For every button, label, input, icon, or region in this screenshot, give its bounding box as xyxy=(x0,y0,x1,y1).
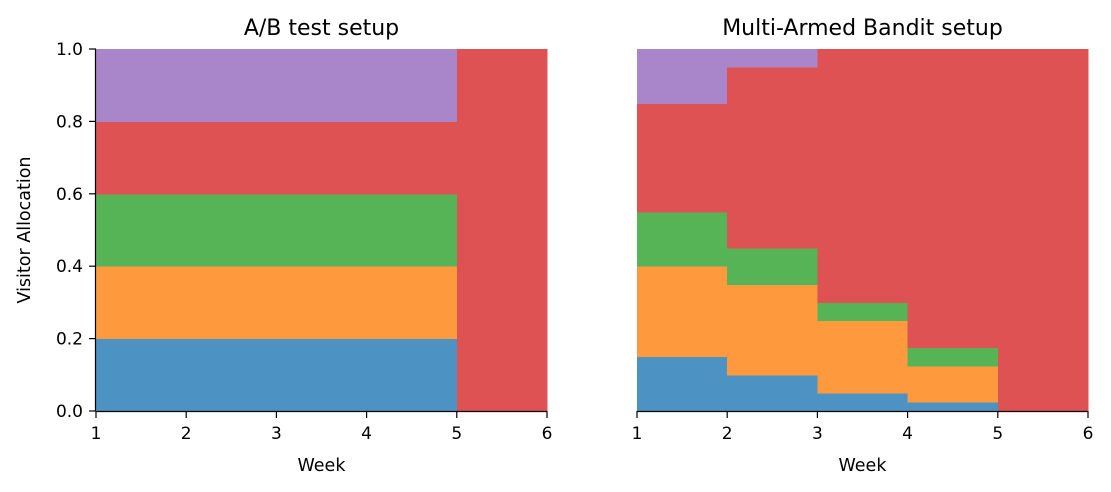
y-tick-label: 0.6 xyxy=(56,185,83,205)
y-tick-label: 0.8 xyxy=(56,112,83,132)
bar-segment-week1-series1 xyxy=(96,338,187,412)
bar-segment-week1-series5 xyxy=(96,49,187,122)
bar-segment-week2-series5 xyxy=(186,49,277,122)
bar-segment-week1-series2 xyxy=(96,266,187,340)
bar-segment-week3-series3 xyxy=(276,193,368,267)
y-tick-label: 1.0 xyxy=(56,40,83,60)
bar-segment-week1-series5 xyxy=(637,49,728,104)
bar-segment-week4-series3 xyxy=(907,347,999,367)
bar-segment-week3-series5 xyxy=(276,49,368,122)
x-tick-label: 3 xyxy=(812,424,823,444)
bar-segment-week4-series2 xyxy=(907,365,999,403)
bar-segment-week3-series1 xyxy=(276,338,368,412)
bar-segment-week1-series4 xyxy=(637,103,728,213)
bar-segment-week3-series2 xyxy=(276,266,368,340)
y-tick-label: 0.4 xyxy=(56,257,83,277)
x-tick-label: 1 xyxy=(91,424,102,444)
bar-segment-week1-series2 xyxy=(637,266,728,358)
x-tick-label: 5 xyxy=(451,424,462,444)
x-tick-label: 5 xyxy=(992,424,1003,444)
bar-segment-week3-series2 xyxy=(817,320,909,394)
chart-title: Multi-Armed Bandit setup xyxy=(722,16,1003,41)
bar-segment-week2-series3 xyxy=(186,193,277,267)
x-tick-label: 1 xyxy=(632,424,643,444)
x-tick-label: 3 xyxy=(271,424,282,444)
bar-segment-week1-series3 xyxy=(96,193,187,267)
x-tick-label: 4 xyxy=(902,424,913,444)
bar-segment-week4-series4 xyxy=(366,121,458,195)
y-tick-label: 0.2 xyxy=(56,330,83,350)
x-tick-label: 6 xyxy=(542,424,553,444)
x-tick-label: 6 xyxy=(1083,424,1094,444)
chart-title: A/B test setup xyxy=(244,16,399,41)
bar-segment-week2-series4 xyxy=(186,121,277,195)
bar-segment-week4-series4 xyxy=(907,49,999,349)
bar-segment-week2-series1 xyxy=(186,338,277,412)
bar-segment-week1-series3 xyxy=(637,211,728,267)
chart-panel-1: 1 2 3 4 5 6 0.0 0.2 0.4 0.6 0.8 1.0 A/B test setup We… xyxy=(15,16,552,476)
bar-segment-week2-series2 xyxy=(727,284,818,376)
bar-segment-week2-series2 xyxy=(186,266,277,340)
bar-segment-week2-series5 xyxy=(727,49,818,68)
chart-panel-2: 1 2 3 4 5 6 Multi-Armed Bandit setup Week xyxy=(632,16,1094,476)
bar-segment-week2-series1 xyxy=(727,374,818,412)
bar-segment-week5-series4 xyxy=(456,49,548,412)
y-tick-label: 0.0 xyxy=(56,402,83,422)
bar-segment-week4-series3 xyxy=(366,193,458,267)
bar-segment-week3-series1 xyxy=(817,392,909,412)
bar-segment-week4-series1 xyxy=(907,401,999,412)
bar-segment-week2-series4 xyxy=(727,67,818,249)
x-tick-label: 4 xyxy=(361,424,372,444)
bar-segment-week3-series4 xyxy=(817,49,909,303)
x-tick-label: 2 xyxy=(722,424,733,444)
bar-segment-week3-series4 xyxy=(276,121,368,195)
bar-segment-week4-series2 xyxy=(366,266,458,340)
bar-segment-week2-series3 xyxy=(727,248,818,285)
bar-segment-week1-series4 xyxy=(96,121,187,195)
x-axis-label: Week xyxy=(298,456,347,476)
x-tick-label: 2 xyxy=(181,424,192,444)
bar-segment-week4-series1 xyxy=(366,338,458,412)
bar-segment-week1-series1 xyxy=(637,356,728,412)
bar-segment-week4-series5 xyxy=(366,49,458,122)
bar-segment-week3-series3 xyxy=(817,302,909,321)
y-axis-label: Visitor Allocation xyxy=(15,156,35,303)
bar-segment-week5-series4 xyxy=(997,49,1089,412)
x-axis-label: Week xyxy=(839,456,888,476)
